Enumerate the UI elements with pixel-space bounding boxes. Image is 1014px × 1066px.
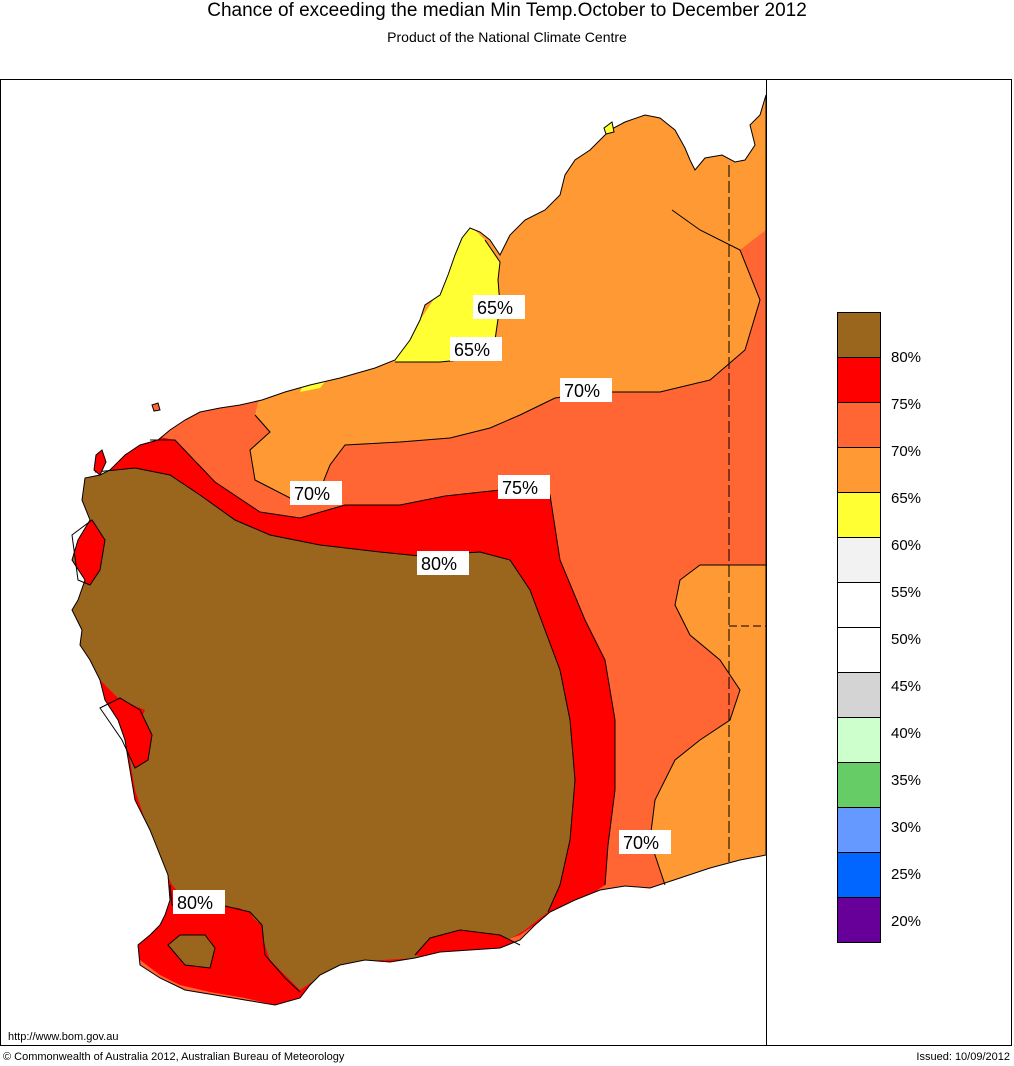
contour-label-80-central: 80% <box>421 554 457 574</box>
legend-swatch <box>837 312 881 358</box>
legend-label: 55% <box>891 584 922 601</box>
contour-label-80-southwest: 80% <box>177 893 213 913</box>
legend-label: 30% <box>891 819 922 836</box>
color-legend <box>837 312 881 943</box>
map-frame <box>0 79 1012 1046</box>
legend-swatch <box>837 582 881 628</box>
legend-swatch <box>837 447 881 493</box>
contour-label-65-north: 65% <box>477 298 513 318</box>
legend-swatch <box>837 717 881 763</box>
issued-date: Issued: 10/09/2012 <box>916 1051 1010 1063</box>
legend-label: 50% <box>891 631 922 648</box>
legend-label: 60% <box>891 537 922 554</box>
contour-label-65: 65% <box>454 340 490 360</box>
legend-swatch <box>837 627 881 673</box>
legend-swatch <box>837 897 881 943</box>
legend-label: 35% <box>891 772 922 789</box>
map-title: Chance of exceeding the median Min Temp.… <box>207 0 807 21</box>
contour-label-70-south: 70% <box>623 833 659 853</box>
legend-swatch <box>837 402 881 448</box>
contour-label-70-west: 70% <box>294 484 330 504</box>
legend-swatch <box>837 852 881 898</box>
legend-divider <box>766 79 767 1046</box>
legend-swatch <box>837 492 881 538</box>
legend-label: 70% <box>891 443 922 460</box>
legend-label: 65% <box>891 490 922 507</box>
legend-label: 40% <box>891 725 922 742</box>
map-subtitle: Product of the National Climate Centre <box>387 29 627 45</box>
legend-swatch <box>837 672 881 718</box>
website-url: http://www.bom.gov.au <box>8 1031 119 1043</box>
legend-swatch <box>837 807 881 853</box>
contour-label-70-north: 70% <box>564 381 600 401</box>
legend-swatch <box>837 537 881 583</box>
legend-swatch <box>837 762 881 808</box>
legend-label: 20% <box>891 913 922 930</box>
legend-label: 25% <box>891 866 922 883</box>
contour-label-75: 75% <box>502 478 538 498</box>
legend-label: 80% <box>891 349 922 366</box>
copyright-notice: © Commonwealth of Australia 2012, Austra… <box>3 1051 345 1063</box>
legend-label: 45% <box>891 678 922 695</box>
legend-label: 75% <box>891 396 922 413</box>
legend-swatch <box>837 357 881 403</box>
